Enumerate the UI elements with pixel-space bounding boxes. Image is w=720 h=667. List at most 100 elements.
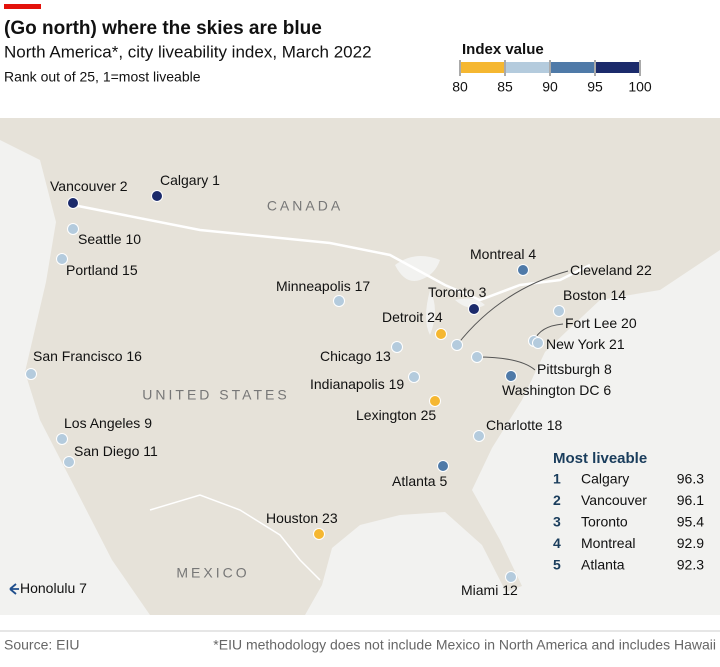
city-label: Miami 12 — [461, 582, 518, 598]
red-tag — [4, 4, 41, 9]
city-rank: 1 — [212, 172, 220, 188]
country-label: UNITED STATES — [142, 387, 289, 403]
city-rank: 20 — [621, 315, 637, 331]
city-rank: 13 — [375, 348, 391, 364]
legend-tick-label: 80 — [452, 79, 468, 95]
legend-swatch — [596, 62, 639, 73]
city-label: Indianapolis 19 — [310, 376, 404, 392]
city-dot — [408, 371, 420, 383]
city-rank: 19 — [389, 376, 405, 392]
legend-tick-label: 90 — [542, 79, 558, 95]
title: (Go north) where the skies are blue — [4, 18, 322, 39]
city-rank: 24 — [427, 309, 443, 325]
city-dot — [63, 456, 75, 468]
city-dot — [391, 341, 403, 353]
footnote: *EIU methodology does not include Mexico… — [213, 637, 716, 653]
table-city: Calgary — [581, 471, 629, 487]
city-name: Atlanta — [392, 473, 436, 489]
legend-title: Index value — [462, 41, 544, 58]
city-rank: 5 — [439, 473, 447, 489]
city-name: Indianapolis — [310, 376, 385, 392]
city-name: Fort Lee — [565, 315, 617, 331]
city-label: New York 21 — [546, 336, 625, 352]
city-label: Calgary 1 — [160, 172, 220, 188]
city-name: Detroit — [382, 309, 423, 325]
city-label: Chicago 13 — [320, 348, 391, 364]
city-rank: 4 — [528, 246, 536, 262]
leader-line — [456, 270, 569, 346]
city-name: Lexington — [356, 407, 417, 423]
border-canada-us — [72, 203, 591, 302]
city-rank: 16 — [126, 348, 142, 364]
country-label: CANADA — [267, 198, 343, 214]
table-city: Toronto — [581, 514, 628, 530]
city-label: Fort Lee 20 — [565, 315, 637, 331]
border-us-mexico — [149, 494, 321, 581]
city-name: Portland — [66, 262, 118, 278]
city-name: Chicago — [320, 348, 372, 364]
city-rank: 23 — [322, 510, 338, 526]
city-rank: 12 — [502, 582, 518, 598]
city-rank: 22 — [636, 262, 652, 278]
top-table: 1 Calgary 96.3 2 Vancouver 96.1 3 Toronto 95.4 4 M… — [553, 471, 704, 573]
city-rank: 8 — [604, 361, 612, 377]
city-dot — [313, 528, 325, 540]
city-dot — [67, 197, 79, 209]
city-name: Cleveland — [570, 262, 632, 278]
city-dot — [505, 571, 517, 583]
city-rank: 11 — [143, 443, 158, 459]
city-label: Seattle 10 — [78, 231, 141, 247]
legend-swatch — [461, 62, 504, 73]
city-dot — [553, 305, 565, 317]
city-label: Atlanta 5 — [392, 473, 447, 489]
table-value: 92.9 — [677, 535, 704, 551]
city-name: Miami — [461, 582, 498, 598]
city-rank: 14 — [610, 287, 626, 303]
city-label: Washington DC 6 — [502, 382, 611, 398]
city-name: Washington DC — [502, 382, 600, 398]
city-name: Boston — [563, 287, 607, 303]
leader-line — [476, 356, 536, 371]
table-city: Montreal — [581, 535, 635, 551]
city-name: San Francisco — [33, 348, 123, 364]
subtitle: North America*, city liveability index, … — [4, 42, 372, 61]
city-dot — [151, 190, 163, 202]
city-rank: 17 — [355, 278, 371, 294]
city-rank: 6 — [603, 382, 611, 398]
city-name: Houston — [266, 510, 318, 526]
city-name: Honolulu — [20, 580, 75, 596]
city-dot — [437, 460, 449, 472]
table-rank: 3 — [553, 514, 561, 530]
city-dot — [473, 430, 485, 442]
city-rank: 21 — [609, 336, 625, 352]
city-rank: 18 — [547, 417, 563, 433]
city-rank: 2 — [120, 178, 128, 194]
city-dot — [505, 370, 517, 382]
legend: 80 85 90 95 100 — [452, 60, 652, 95]
city-rank: 25 — [421, 407, 437, 423]
city-label: Minneapolis 17 — [276, 278, 370, 294]
country-label: MEXICO — [176, 565, 249, 581]
city-label: Los Angeles 9 — [64, 415, 152, 431]
city-name: Pittsburgh — [537, 361, 600, 377]
city-dot — [451, 339, 463, 351]
city-name: Montreal — [470, 246, 524, 262]
city-label: Montreal 4 — [470, 246, 536, 262]
city-label: Toronto 3 — [428, 284, 487, 300]
lakes — [395, 256, 485, 335]
city-dot — [429, 395, 441, 407]
city-name: Charlotte — [486, 417, 543, 433]
cities: Vancouver 2 Calgary 1 Seattle 10 Portland 1… — [20, 172, 652, 598]
map — [0, 118, 720, 615]
legend-tick-label: 95 — [587, 79, 603, 95]
city-dot — [517, 264, 529, 276]
city-rank: 10 — [125, 231, 141, 247]
city-name: Toronto — [428, 284, 475, 300]
city-name: Minneapolis — [276, 278, 351, 294]
source: Source: EIU — [4, 637, 79, 653]
city-label: Boston 14 — [563, 287, 626, 303]
legend-tick-label: 85 — [497, 79, 513, 95]
city-label: Charlotte 18 — [486, 417, 562, 433]
city-dot — [333, 295, 345, 307]
